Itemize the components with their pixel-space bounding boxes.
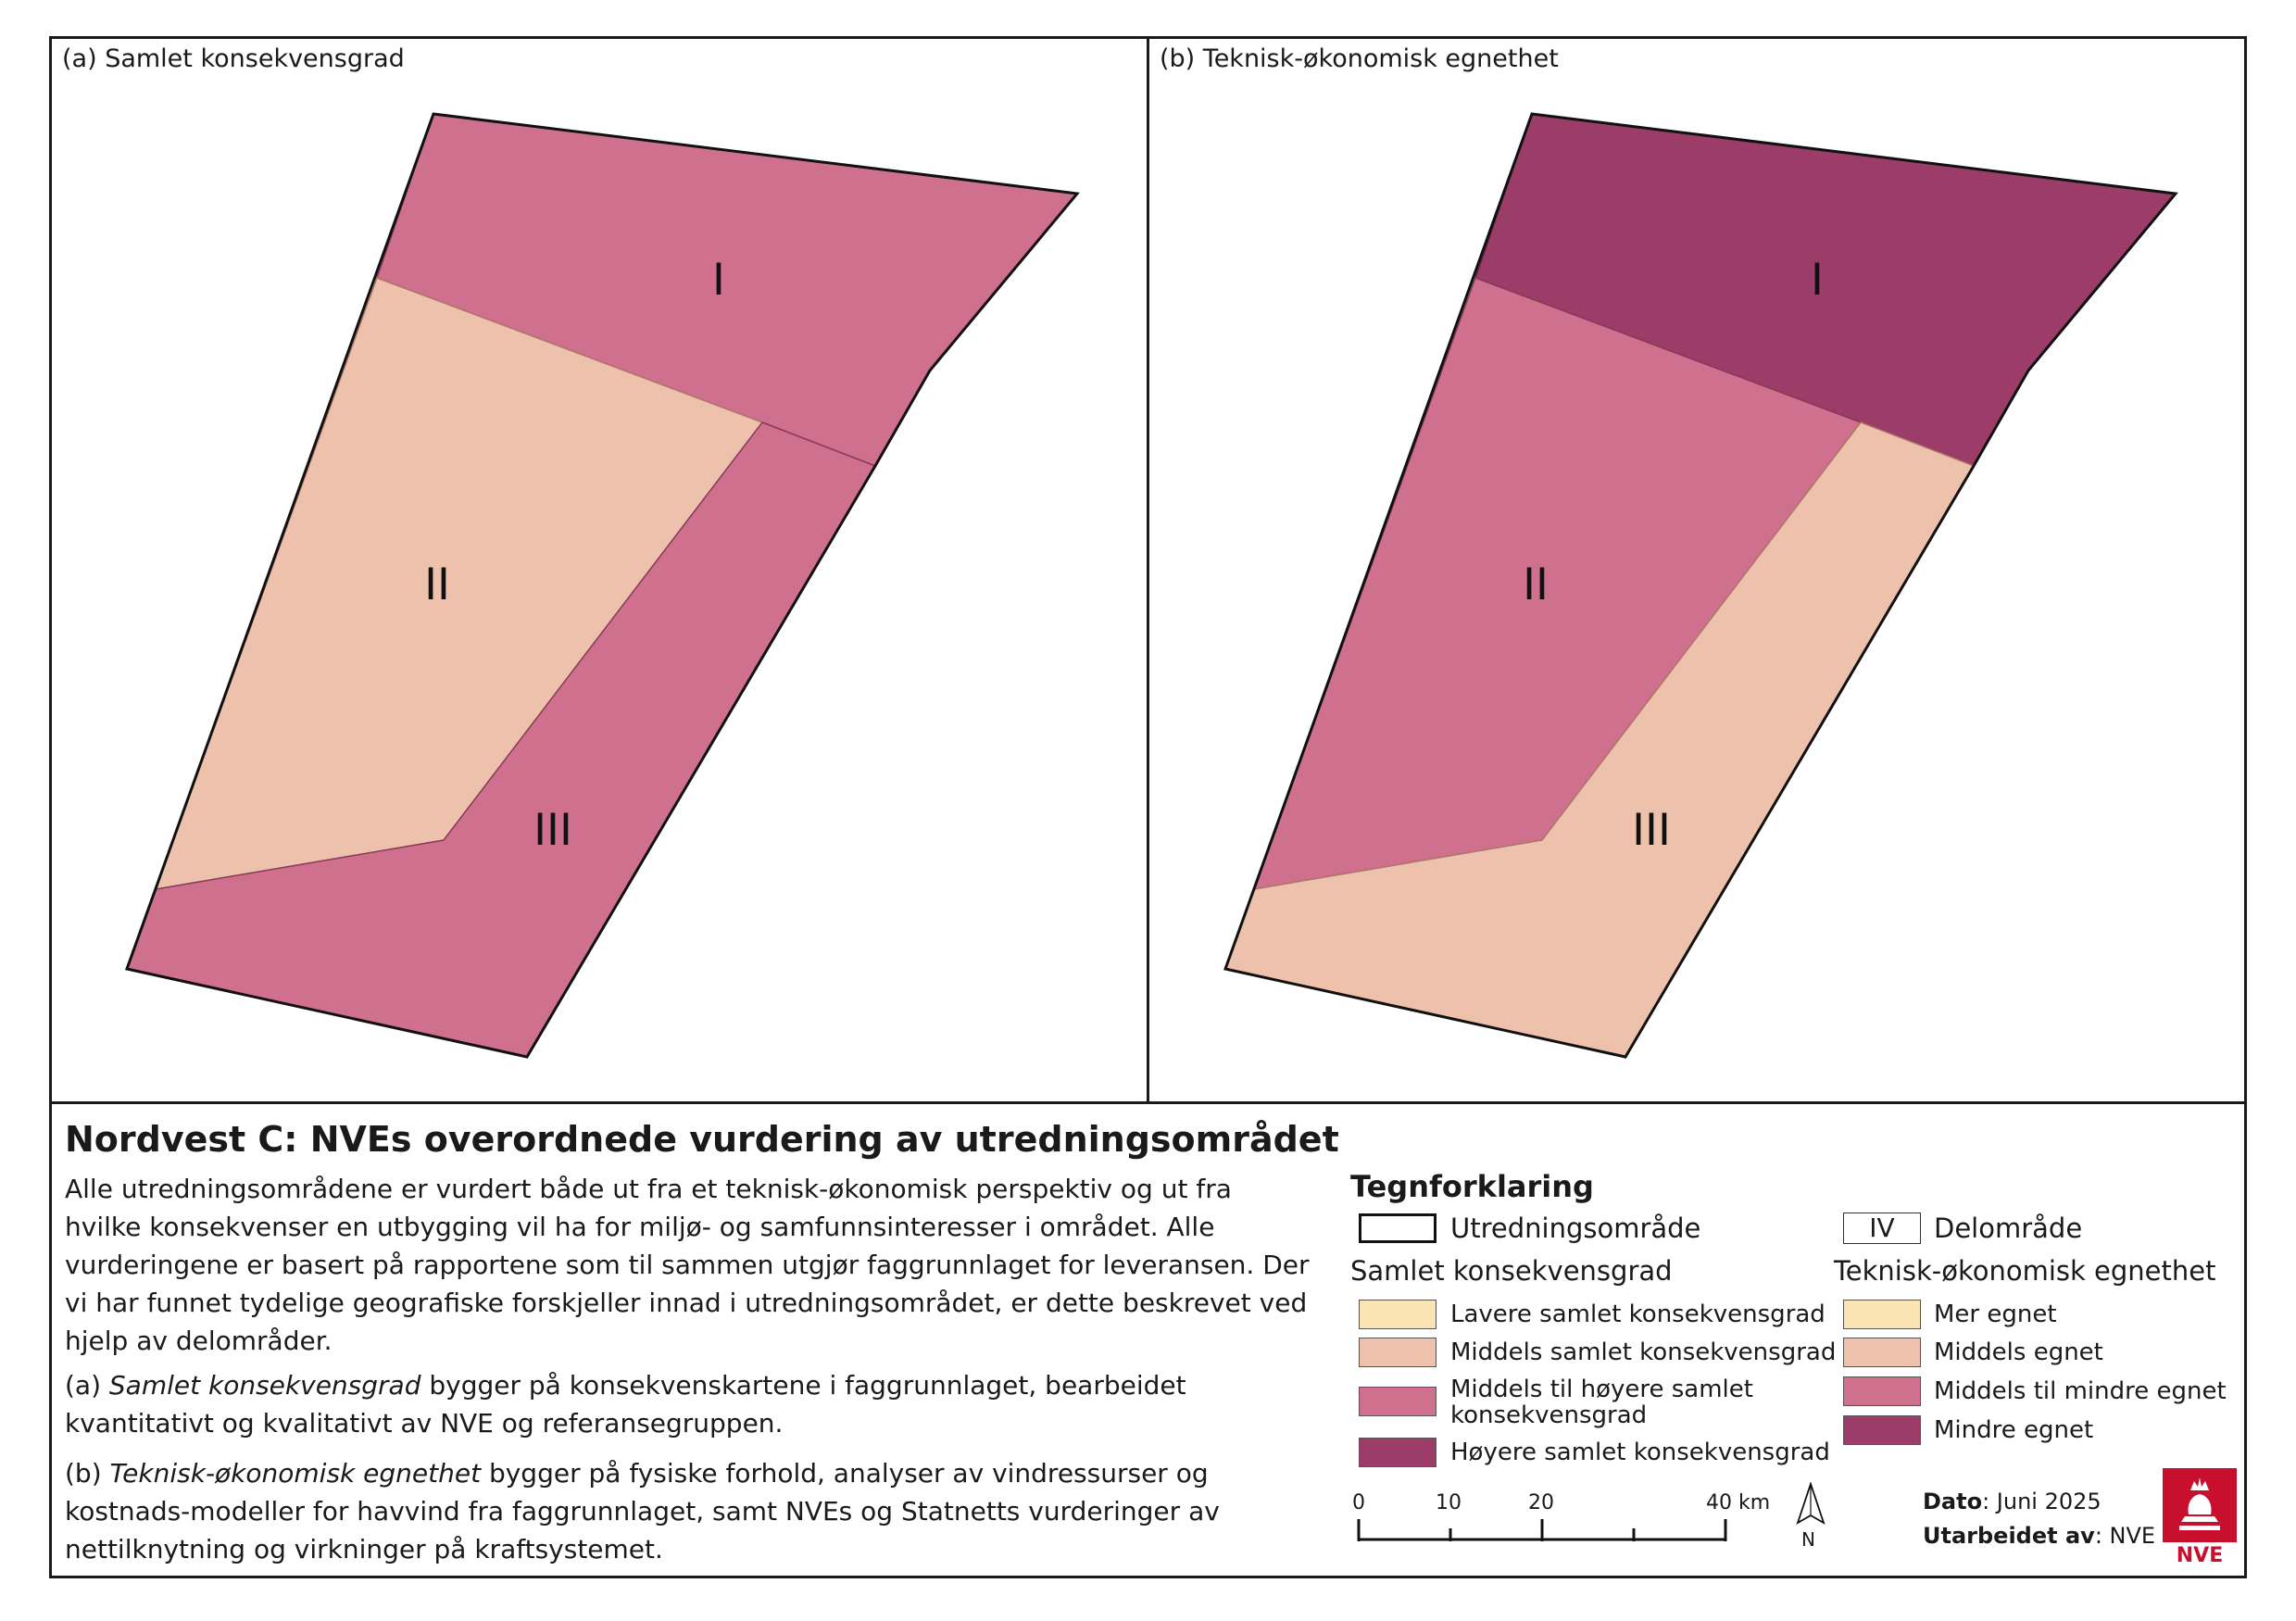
date-line: Dato: Juni 2025 (1923, 1489, 2102, 1514)
panel-b-zone-i-label: I (1811, 253, 1824, 305)
scale-bar (1357, 1519, 1727, 1541)
paragraph-b-prefix: (b) (65, 1458, 110, 1489)
paragraph-b-emphasis: Teknisk-økonomisk egnethet (109, 1458, 482, 1489)
legend-egnethet-label-2: Middels egnet (1934, 1338, 2103, 1366)
legend-title: Tegnforklaring (1350, 1169, 1594, 1204)
legend-egnethet-label-3: Middels til mindre egnet (1934, 1377, 2227, 1405)
intro-paragraph: Alle utredningsområdene er vurdert både … (65, 1174, 1310, 1356)
legend-konsekvens-swatch-1 (1359, 1300, 1437, 1329)
legend-konsekvens-label-3: Middels til høyere samlet konsekvensgrad (1450, 1376, 1753, 1429)
panel-a-zone-iii-label: III (533, 803, 572, 855)
legend-konsekvens-label-2: Middels samlet konsekvensgrad (1450, 1338, 1837, 1366)
legend-egnethet-swatch-3 (1843, 1376, 1921, 1406)
paragraph-b: (b) Teknisk-økonomisk egnethet bygger på… (65, 1454, 1315, 1568)
paragraph-a-prefix: (a) (65, 1370, 109, 1401)
legend-konsekvens-swatch-4 (1359, 1438, 1437, 1467)
legend-konsekvens-label-1: Lavere samlet konsekvensgrad (1450, 1301, 1826, 1328)
legend-egnethet-heading: Teknisk-økonomisk egnethet (1834, 1255, 2216, 1287)
paragraph-a: (a) Samlet konsekvensgrad bygger på kons… (65, 1366, 1315, 1442)
panel-a-zone-ii-label: II (424, 558, 450, 609)
author-line: Utarbeidet av: NVE (1923, 1523, 2155, 1549)
legend-egnethet-label-1: Mer egnet (1934, 1301, 2057, 1328)
legend-subarea-symbol: IV (1843, 1213, 1921, 1244)
author-label: Utarbeidet av (1923, 1523, 2095, 1549)
legend-subarea-label: Delområde (1934, 1213, 2083, 1244)
main-title: Nordvest C: NVEs overordnede vurdering a… (65, 1119, 1339, 1160)
legend-egnethet-swatch-2 (1843, 1338, 1921, 1367)
scale-tick-10: 10 (1436, 1491, 1462, 1514)
panel-a-map: I II III (125, 112, 1080, 1059)
date-value: : Juni 2025 (1982, 1489, 2102, 1514)
panel-b-map: I II III (1223, 112, 2178, 1059)
panel-a-title: (a) Samlet konsekvensgrad (62, 44, 405, 73)
north-label: N (1801, 1528, 1815, 1551)
scale-tick-40: 40 km (1706, 1491, 1771, 1514)
panel-b-zone-iii-label: III (1632, 803, 1671, 855)
nve-logo: NVE (2163, 1468, 2237, 1570)
legend-egnethet-swatch-4 (1843, 1415, 1921, 1445)
author-value: : NVE (2094, 1523, 2156, 1549)
legend-konsekvens-heading: Samlet konsekvensgrad (1350, 1255, 1673, 1287)
legend-outline-label: Utredningsområde (1450, 1213, 1701, 1244)
legend-egnethet-label-4: Mindre egnet (1934, 1416, 2094, 1444)
panel-a-outline (125, 112, 1080, 1059)
legend-egnethet-swatch-1 (1843, 1300, 1921, 1329)
north-arrow-icon (1796, 1482, 1826, 1525)
nve-logo-emblem-icon (2163, 1468, 2237, 1542)
paragraph-b-text: bygger på fysiske forhold, analyser av v… (65, 1458, 1220, 1564)
legend-konsekvens-swatch-3 (1359, 1387, 1437, 1416)
scale-tick-20: 20 (1528, 1491, 1554, 1514)
legend-outline-symbol (1359, 1213, 1437, 1243)
legend-konsekvens-label-4: Høyere samlet konsekvensgrad (1450, 1439, 1830, 1466)
date-label: Dato (1923, 1489, 1983, 1514)
paragraph-a-emphasis: Samlet konsekvensgrad (108, 1370, 421, 1401)
panel-b-zone-ii-label: II (1523, 558, 1549, 609)
info-panel-frame (49, 1101, 2247, 1578)
legend-konsekvens-swatch-2 (1359, 1338, 1437, 1367)
panel-a-zone-i-label: I (712, 253, 725, 305)
paragraph-a-text: bygger på konsekvenskartene i faggrunnla… (65, 1370, 1186, 1439)
nve-logo-text: NVE (2176, 1544, 2224, 1567)
panel-b-title: (b) Teknisk-økonomisk egnethet (1160, 44, 1559, 73)
scale-tick-0: 0 (1352, 1491, 1365, 1514)
panel-b-outline (1223, 112, 2178, 1059)
